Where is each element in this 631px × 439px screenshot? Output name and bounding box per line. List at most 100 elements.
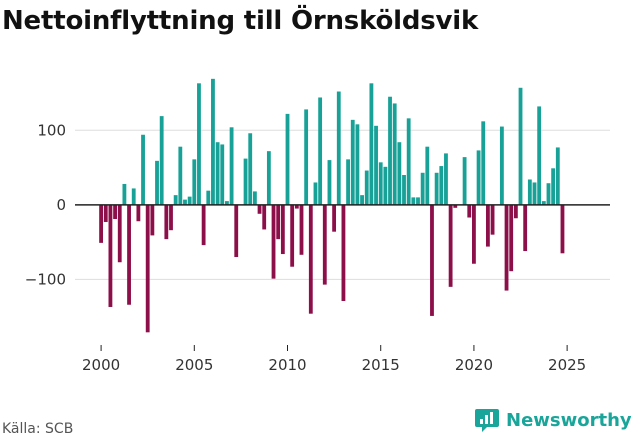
bar [388, 96, 392, 205]
bar [360, 195, 364, 205]
y-axis-ticks: −100 0 100 [25, 121, 66, 288]
bar [122, 183, 127, 205]
bar [448, 204, 453, 287]
bar [145, 204, 150, 333]
bar [509, 204, 514, 272]
bar [532, 182, 537, 205]
bar [211, 78, 215, 205]
bar [527, 179, 532, 205]
bar [490, 204, 495, 235]
bar [257, 204, 262, 214]
bar [406, 118, 411, 205]
bar [280, 204, 285, 255]
chart-title: Nettoinflyttning till Örnsköldsvik [2, 6, 479, 36]
bar [252, 191, 257, 205]
bar [103, 204, 108, 222]
bar [430, 204, 434, 316]
bar [262, 204, 267, 230]
bar [560, 204, 565, 254]
x-axis-ticks: 2000 2005 2010 2015 2020 2025 [82, 345, 586, 374]
bar [350, 119, 355, 205]
bar [374, 125, 378, 205]
bar [378, 162, 383, 205]
bar [169, 204, 173, 231]
bar [266, 151, 271, 205]
bar [183, 199, 187, 205]
bar [294, 204, 299, 209]
bar [355, 124, 360, 205]
bar [327, 160, 332, 205]
bar [206, 190, 211, 205]
bar [285, 113, 290, 205]
x-tick-label: 2015 [362, 356, 400, 374]
bar [476, 150, 481, 205]
bar [481, 121, 486, 205]
bars [99, 78, 565, 333]
bar [290, 204, 295, 267]
bar [551, 168, 556, 205]
bar [518, 87, 523, 205]
bar [155, 160, 159, 205]
bar [99, 204, 104, 243]
bar [234, 204, 239, 258]
bar [225, 201, 229, 205]
bar [336, 91, 341, 205]
bar [346, 159, 351, 205]
bar [164, 204, 169, 240]
bar [499, 126, 504, 205]
bar [341, 204, 346, 302]
bar [313, 182, 318, 205]
x-tick-label: 2010 [268, 356, 306, 374]
bar [127, 204, 131, 305]
x-tick-label: 2025 [548, 356, 586, 374]
x-tick-label: 2020 [455, 356, 493, 374]
bar [187, 196, 192, 205]
bar [425, 146, 430, 205]
bar [243, 158, 248, 205]
bar [453, 204, 458, 208]
bar [402, 175, 406, 205]
bar [444, 153, 448, 205]
bar [197, 83, 201, 205]
bar [467, 204, 472, 218]
bar [392, 103, 397, 205]
bar [117, 204, 122, 263]
bar [229, 127, 234, 205]
x-tick-label: 2005 [175, 356, 213, 374]
brand-name: Newsworthy [506, 409, 631, 431]
bar [299, 204, 304, 255]
bar [192, 159, 197, 205]
bar [131, 188, 136, 205]
newsworthy-logo-icon [475, 409, 499, 432]
bar [364, 170, 369, 205]
bar [504, 204, 509, 291]
bar [136, 204, 141, 222]
bar [159, 116, 164, 205]
bar [369, 83, 374, 205]
bar [215, 142, 220, 205]
bar [383, 166, 388, 205]
bar [546, 183, 551, 205]
bar [541, 201, 546, 205]
bar [485, 204, 490, 247]
bar [332, 204, 337, 232]
y-tick-label: 100 [37, 121, 66, 139]
bar [108, 204, 113, 307]
bar [397, 142, 402, 205]
bar [420, 172, 425, 205]
bar [411, 197, 416, 205]
bar [523, 204, 528, 252]
bar [113, 204, 117, 220]
bar [201, 204, 206, 246]
source-label: Källa: SCB [2, 421, 74, 437]
bar [150, 204, 155, 236]
bar [472, 204, 476, 264]
bar [178, 146, 183, 205]
brand-logo[interactable]: Newsworthy [474, 407, 631, 433]
x-tick-label: 2000 [82, 356, 120, 374]
y-tick-label: 0 [56, 196, 66, 214]
bar [308, 204, 313, 314]
bar [141, 134, 145, 205]
bar [434, 172, 439, 205]
